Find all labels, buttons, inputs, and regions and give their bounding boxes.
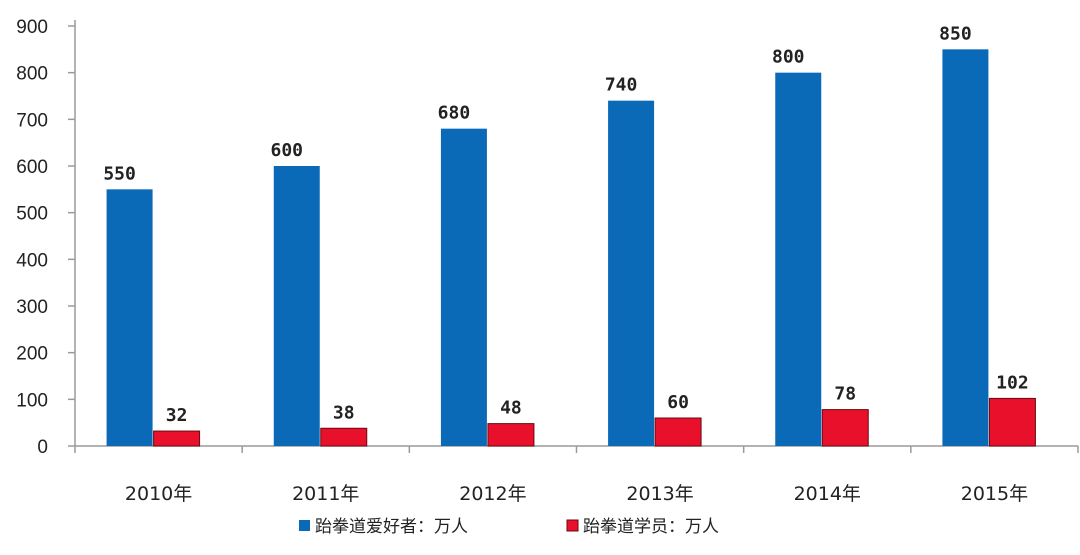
bar-students-2010年 (153, 430, 201, 447)
y-tick-label: 400 (16, 250, 48, 271)
data-label: 38 (333, 402, 355, 423)
data-labels: 550 600 680 740 800 850 32 38 48 60 78 102 (103, 23, 1028, 426)
legend-swatch (566, 519, 579, 532)
bar-students-2013年 (654, 417, 702, 447)
data-label: 32 (166, 405, 188, 426)
data-label: 550 (103, 163, 136, 184)
y-tick-label: 200 (16, 344, 48, 365)
y-tick-label: 900 (16, 17, 48, 38)
y-tick-label: 700 (16, 110, 48, 131)
bar-enthusiasts-2010年 (106, 189, 153, 447)
bar-students-2015年 (988, 397, 1036, 447)
x-tick-label: 2012年 (459, 483, 526, 505)
bar-students-2014年 (821, 409, 869, 447)
bar-students-2012年 (487, 423, 535, 447)
data-label: 740 (605, 75, 638, 96)
x-tick-label: 2014年 (794, 483, 861, 505)
legend-swatch (299, 520, 310, 531)
data-label: 78 (834, 384, 856, 405)
y-tick-label: 100 (16, 390, 48, 411)
bar-enthusiasts-2014年 (775, 72, 822, 447)
x-tick-label: 2015年 (961, 483, 1028, 505)
y-tick-label: 0 (37, 437, 48, 458)
legend: 跆拳道爱好者：万人 跆拳道学员：万人 (299, 517, 719, 537)
data-label: 102 (996, 372, 1029, 393)
y-tick-label: 500 (16, 204, 48, 225)
y-axis: 0 100 200 300 400 500 600 700 800 900 (16, 17, 76, 458)
bar-enthusiasts-2011年 (273, 166, 320, 446)
bars (106, 49, 1036, 447)
y-tick-label: 600 (16, 157, 48, 178)
bar-students-2011年 (320, 427, 368, 447)
legend-label: 跆拳道爱好者：万人 (315, 517, 468, 537)
bar-enthusiasts-2012年 (440, 128, 487, 446)
data-label: 48 (500, 398, 522, 419)
data-label: 800 (772, 47, 805, 68)
data-label: 600 (270, 140, 303, 161)
x-tick-label: 2010年 (125, 483, 192, 505)
x-tick-label: 2011年 (292, 483, 359, 505)
y-tick-label: 300 (16, 297, 48, 318)
data-label: 680 (438, 103, 471, 124)
y-tick-label: 800 (16, 64, 48, 85)
data-label: 850 (939, 23, 972, 44)
x-tick-label: 2013年 (626, 483, 693, 505)
data-label: 60 (667, 392, 689, 413)
x-axis: 2010年 2011年 2012年 2013年 2014年 2015年 (74, 445, 1079, 505)
bar-enthusiasts-2015年 (942, 49, 989, 446)
bar-enthusiasts-2013年 (608, 100, 655, 447)
legend-label: 跆拳道学员：万人 (583, 517, 719, 537)
